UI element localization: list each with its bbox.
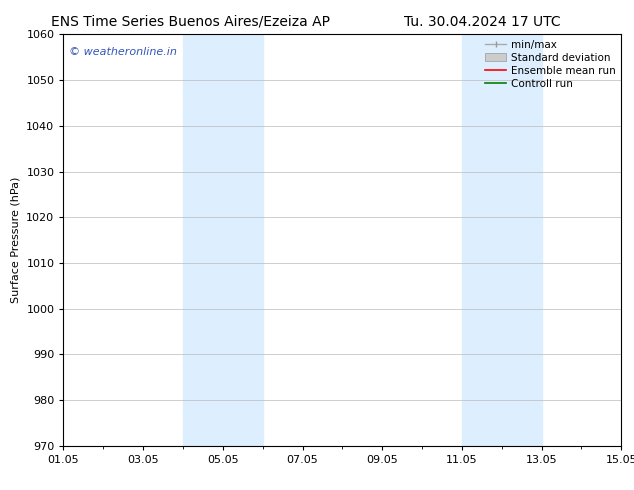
Bar: [183, 34, 262, 446]
Legend: min/max, Standard deviation, Ensemble mean run, Controll run: min/max, Standard deviation, Ensemble me…: [485, 40, 616, 89]
Y-axis label: Surface Pressure (hPa): Surface Pressure (hPa): [11, 177, 21, 303]
Bar: [462, 34, 541, 446]
Text: Tu. 30.04.2024 17 UTC: Tu. 30.04.2024 17 UTC: [403, 15, 560, 29]
Text: © weatheronline.in: © weatheronline.in: [69, 47, 177, 57]
Text: ENS Time Series Buenos Aires/Ezeiza AP: ENS Time Series Buenos Aires/Ezeiza AP: [51, 15, 330, 29]
